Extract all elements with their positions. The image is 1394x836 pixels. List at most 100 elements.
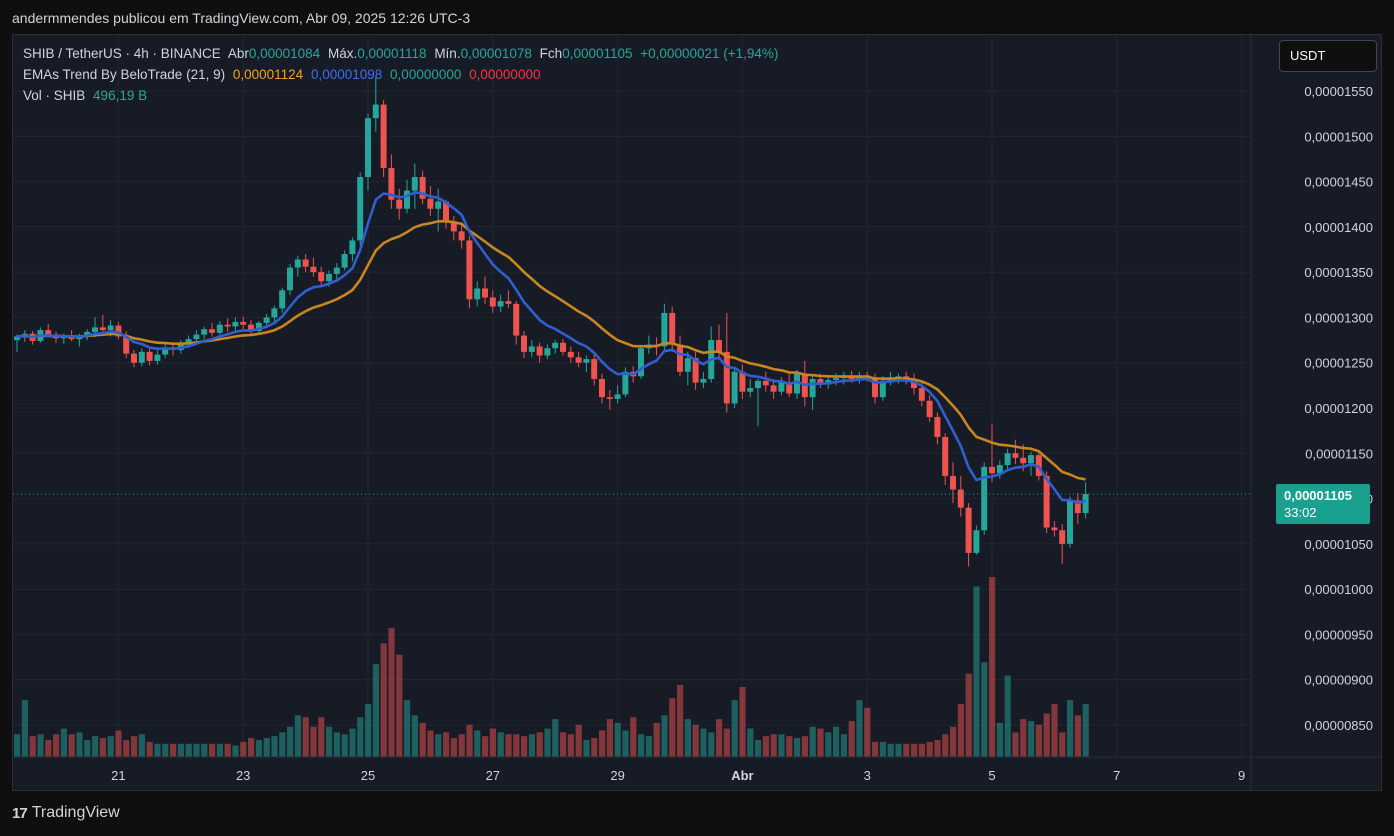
- x-tick-label: 7: [1113, 768, 1120, 783]
- x-tick-label: 27: [486, 768, 500, 783]
- volume-bar: [53, 734, 60, 757]
- volume-bar: [716, 719, 723, 757]
- tradingview-branding[interactable]: 17 TradingView: [12, 804, 120, 822]
- candle-body: [981, 466, 988, 531]
- candle-body: [185, 339, 192, 344]
- y-tick-label: 0,00001200: [1304, 401, 1373, 416]
- volume-bar: [263, 738, 270, 757]
- candle-body: [162, 347, 169, 355]
- candle-body: [232, 321, 239, 327]
- volume-bar: [950, 726, 957, 757]
- volume-bar: [365, 703, 372, 757]
- volume-bar: [154, 743, 161, 757]
- candle-body: [411, 177, 418, 191]
- volume-bar: [333, 732, 340, 757]
- symbol-legend: SHIB / TetherUS · 4h · BINANCE Abr0,0000…: [23, 46, 782, 61]
- volume-bar: [692, 724, 699, 757]
- volume-bar: [677, 685, 684, 757]
- candle-body: [271, 308, 278, 318]
- candle-body: [466, 240, 473, 300]
- volume-bar: [177, 743, 184, 757]
- volume-bar: [981, 662, 988, 757]
- candle-body: [521, 335, 527, 352]
- ema-21-line: [16, 219, 1086, 481]
- volume-bar: [60, 728, 67, 757]
- candle-body: [489, 297, 496, 307]
- volume-bar: [864, 707, 871, 757]
- volume-bar: [443, 732, 450, 757]
- candles: [14, 77, 1089, 567]
- tradingview-logo-icon: 17: [12, 804, 28, 822]
- candle-body: [567, 351, 574, 358]
- volume-bar: [536, 732, 543, 757]
- candle-body: [762, 380, 769, 386]
- volume-value: 496,19 B: [93, 88, 148, 103]
- volume-bar: [973, 586, 980, 757]
- ema-indicator-name[interactable]: EMAs Trend By BeloTrade (21, 9): [23, 67, 226, 82]
- candle-body: [263, 317, 270, 323]
- volume-bar: [201, 743, 208, 757]
- candle-body: [833, 378, 839, 380]
- bar-countdown: 33:02: [1284, 505, 1317, 520]
- volume-bar: [497, 732, 504, 757]
- candle-body: [560, 342, 566, 352]
- candle-body: [934, 417, 941, 437]
- candle-body: [599, 379, 605, 398]
- volume-bar: [1074, 715, 1081, 757]
- volume-bar: [99, 738, 106, 757]
- volume-bar: [193, 743, 200, 757]
- volume-bar: [786, 736, 793, 757]
- candle-body: [419, 177, 426, 199]
- volume-bar: [131, 736, 138, 757]
- candle-body: [318, 272, 325, 282]
- volume-indicator-name[interactable]: Vol · SHIB: [23, 88, 86, 103]
- candle-body: [341, 254, 348, 268]
- close-value: 0,00001105: [562, 46, 633, 61]
- volume-bar: [1059, 732, 1066, 757]
- y-tick-label: 0,00001350: [1304, 265, 1373, 280]
- volume-bar: [435, 734, 442, 757]
- volume-bar: [957, 703, 964, 757]
- candle-body: [302, 259, 309, 267]
- volume-bar: [653, 722, 660, 757]
- volume-bar: [591, 738, 598, 757]
- volume-bar: [638, 734, 645, 757]
- candle-body: [357, 177, 364, 241]
- candle-body: [684, 358, 691, 372]
- volume-bar: [996, 722, 1003, 757]
- volume-bar: [427, 730, 434, 757]
- low-label: Mín.: [434, 46, 461, 61]
- candle-body: [528, 346, 535, 352]
- candle-body: [380, 104, 387, 168]
- candle-body: [879, 380, 886, 398]
- volume-bar: [614, 722, 621, 757]
- chart-frame[interactable]: 0,00001550 0,00001500 0,00001450 0,00001400…: [12, 34, 1382, 791]
- ema-legend: EMAs Trend By BeloTrade (21, 9) 0,000011…: [23, 67, 544, 82]
- candle-body: [965, 507, 972, 553]
- volume-bar: [1004, 675, 1011, 757]
- volume-bar: [341, 734, 348, 757]
- volume-bar: [287, 726, 294, 757]
- candle-body: [505, 301, 512, 304]
- axes: 0,00001550 0,00001500 0,00001450 0,00001400…: [13, 35, 1381, 790]
- candle-body: [396, 199, 403, 209]
- candle-body: [591, 359, 598, 380]
- candle-body: [911, 380, 917, 389]
- candle-body: [544, 348, 551, 356]
- candle-body: [950, 475, 956, 490]
- last-price-value: 0,00001105: [1284, 488, 1352, 503]
- ema-value-3: 0,00000000: [390, 67, 462, 82]
- volume-bar: [419, 722, 426, 757]
- candle-body: [404, 190, 410, 209]
- candle-body: [918, 388, 925, 401]
- candle-body: [1059, 530, 1066, 544]
- candlestick-chart[interactable]: 0,00001550 0,00001500 0,00001450 0,00001400…: [13, 35, 1382, 791]
- currency-selector[interactable]: USDT: [1279, 40, 1377, 72]
- ema-9-line: [16, 191, 1086, 504]
- volume-bar: [770, 734, 777, 757]
- volume-bar: [170, 743, 177, 757]
- volume-bar: [76, 732, 83, 757]
- candle-body: [326, 273, 332, 282]
- volume-bar: [466, 724, 473, 757]
- symbol-name[interactable]: SHIB / TetherUS · 4h · BINANCE: [23, 46, 221, 61]
